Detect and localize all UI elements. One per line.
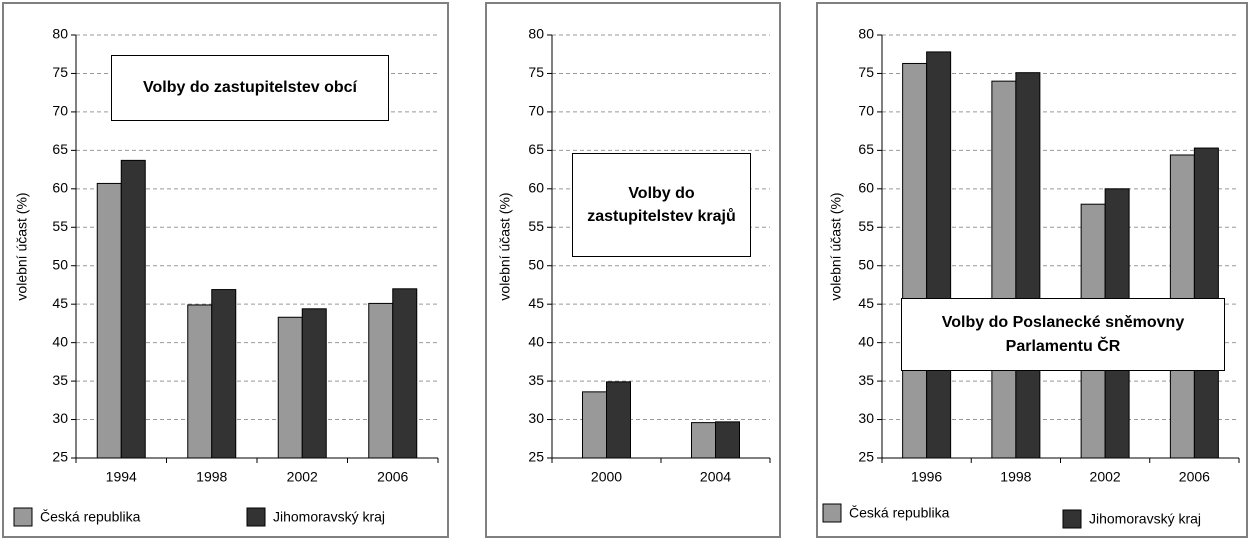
y-tick-label: 60 (52, 180, 68, 196)
legend-label: Česká republika (40, 509, 141, 525)
legend-swatch (1062, 509, 1082, 529)
y-tick-label: 40 (858, 333, 874, 349)
x-tick-label: 1994 (106, 469, 137, 485)
bar (582, 391, 607, 459)
y-axis-label: volební účast (%) (14, 192, 30, 300)
y-tick-label: 65 (858, 141, 874, 157)
y-tick-label: 40 (52, 333, 68, 349)
chart-title: Volby do Poslanecké sněmovny Parlamentu … (901, 298, 1225, 371)
bar (96, 182, 122, 459)
chart-title: Volby do zastupitelstev krajů (572, 153, 751, 257)
y-tick-label: 80 (528, 26, 544, 42)
bar (715, 421, 740, 459)
y-tick-label: 55 (52, 218, 68, 234)
y-tick-label: 35 (52, 372, 68, 388)
bar (902, 62, 928, 459)
y-tick-label: 70 (858, 103, 874, 119)
y-axis-label: volební účast (%) (828, 192, 844, 300)
legend-swatch (246, 507, 266, 527)
y-tick-label: 75 (52, 64, 68, 80)
y-tick-label: 60 (858, 180, 874, 196)
y-tick-label: 80 (52, 26, 68, 42)
bar (187, 304, 213, 459)
legend-swatch (13, 507, 33, 527)
bar (368, 302, 394, 459)
y-tick-label: 50 (858, 256, 874, 272)
bar (277, 316, 303, 459)
y-tick-label: 30 (52, 410, 68, 426)
legend-label: Jihomoravský kraj (273, 509, 385, 525)
y-tick-label: 65 (52, 141, 68, 157)
x-tick-label: 1998 (1000, 469, 1031, 485)
x-tick-label: 1996 (911, 469, 942, 485)
x-tick-label: 2002 (1090, 469, 1121, 485)
x-tick-label: 2006 (377, 469, 408, 485)
y-tick-label: 35 (858, 372, 874, 388)
y-tick-label: 45 (528, 295, 544, 311)
x-tick-label: 2004 (700, 469, 731, 485)
y-tick-label: 75 (858, 64, 874, 80)
x-tick-label: 2006 (1179, 469, 1210, 485)
y-tick-label: 25 (858, 449, 874, 465)
x-tick-label: 2002 (287, 469, 318, 485)
y-tick-label: 50 (52, 256, 68, 272)
x-tick-label: 2000 (591, 469, 622, 485)
y-tick-label: 50 (528, 256, 544, 272)
legend-label: Jihomoravský kraj (1089, 511, 1201, 527)
bar (606, 381, 631, 459)
y-tick-label: 55 (858, 218, 874, 234)
bar (301, 308, 327, 459)
y-tick-label: 35 (528, 372, 544, 388)
bar (1015, 72, 1041, 459)
bar (120, 159, 146, 459)
y-tick-label: 65 (528, 141, 544, 157)
chart-title: Volby do zastupitelstev obcí (111, 55, 389, 121)
bar (691, 422, 716, 459)
legend-swatch (822, 503, 842, 523)
y-axis-label: volební účast (%) (497, 192, 513, 300)
y-tick-label: 30 (528, 410, 544, 426)
y-tick-label: 70 (52, 103, 68, 119)
bar (392, 288, 418, 459)
y-tick-label: 25 (52, 449, 68, 465)
bar (991, 80, 1017, 459)
y-tick-label: 25 (528, 449, 544, 465)
x-tick-label: 1998 (196, 469, 227, 485)
y-tick-label: 60 (528, 180, 544, 196)
y-tick-label: 45 (858, 295, 874, 311)
bar (926, 51, 952, 459)
y-tick-label: 55 (528, 218, 544, 234)
y-tick-label: 80 (858, 26, 874, 42)
y-tick-label: 30 (858, 410, 874, 426)
legend-label: Česká republika (849, 505, 950, 521)
y-tick-label: 40 (528, 333, 544, 349)
y-tick-label: 70 (528, 103, 544, 119)
y-tick-label: 45 (52, 295, 68, 311)
y-tick-label: 75 (528, 64, 544, 80)
bar (211, 289, 237, 459)
